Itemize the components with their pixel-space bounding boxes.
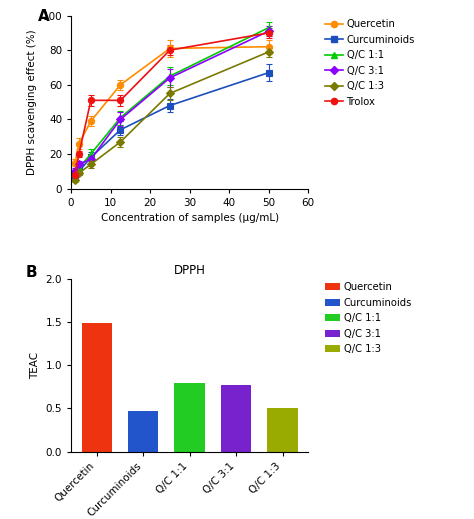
Bar: [82, 323, 112, 452]
Bar: [128, 411, 158, 452]
Bar: [221, 385, 251, 452]
X-axis label: Concentration of samples (μg/mL): Concentration of samples (μg/mL): [100, 213, 279, 223]
Y-axis label: TEAC: TEAC: [30, 351, 40, 378]
Text: B: B: [26, 265, 38, 280]
Bar: [267, 408, 298, 452]
Title: DPPH: DPPH: [173, 264, 206, 277]
Legend: Quercetin, Curcuminoids, Q/C 1:1, Q/C 3:1, Q/C 1:3, Trolox: Quercetin, Curcuminoids, Q/C 1:1, Q/C 3:…: [323, 17, 417, 108]
Legend: Quercetin, Curcuminoids, Q/C 1:1, Q/C 3:1, Q/C 1:3: Quercetin, Curcuminoids, Q/C 1:1, Q/C 3:…: [323, 280, 414, 356]
Bar: [174, 383, 205, 452]
Y-axis label: DPPH scavenging effect (%): DPPH scavenging effect (%): [27, 29, 37, 175]
Text: A: A: [38, 9, 50, 24]
